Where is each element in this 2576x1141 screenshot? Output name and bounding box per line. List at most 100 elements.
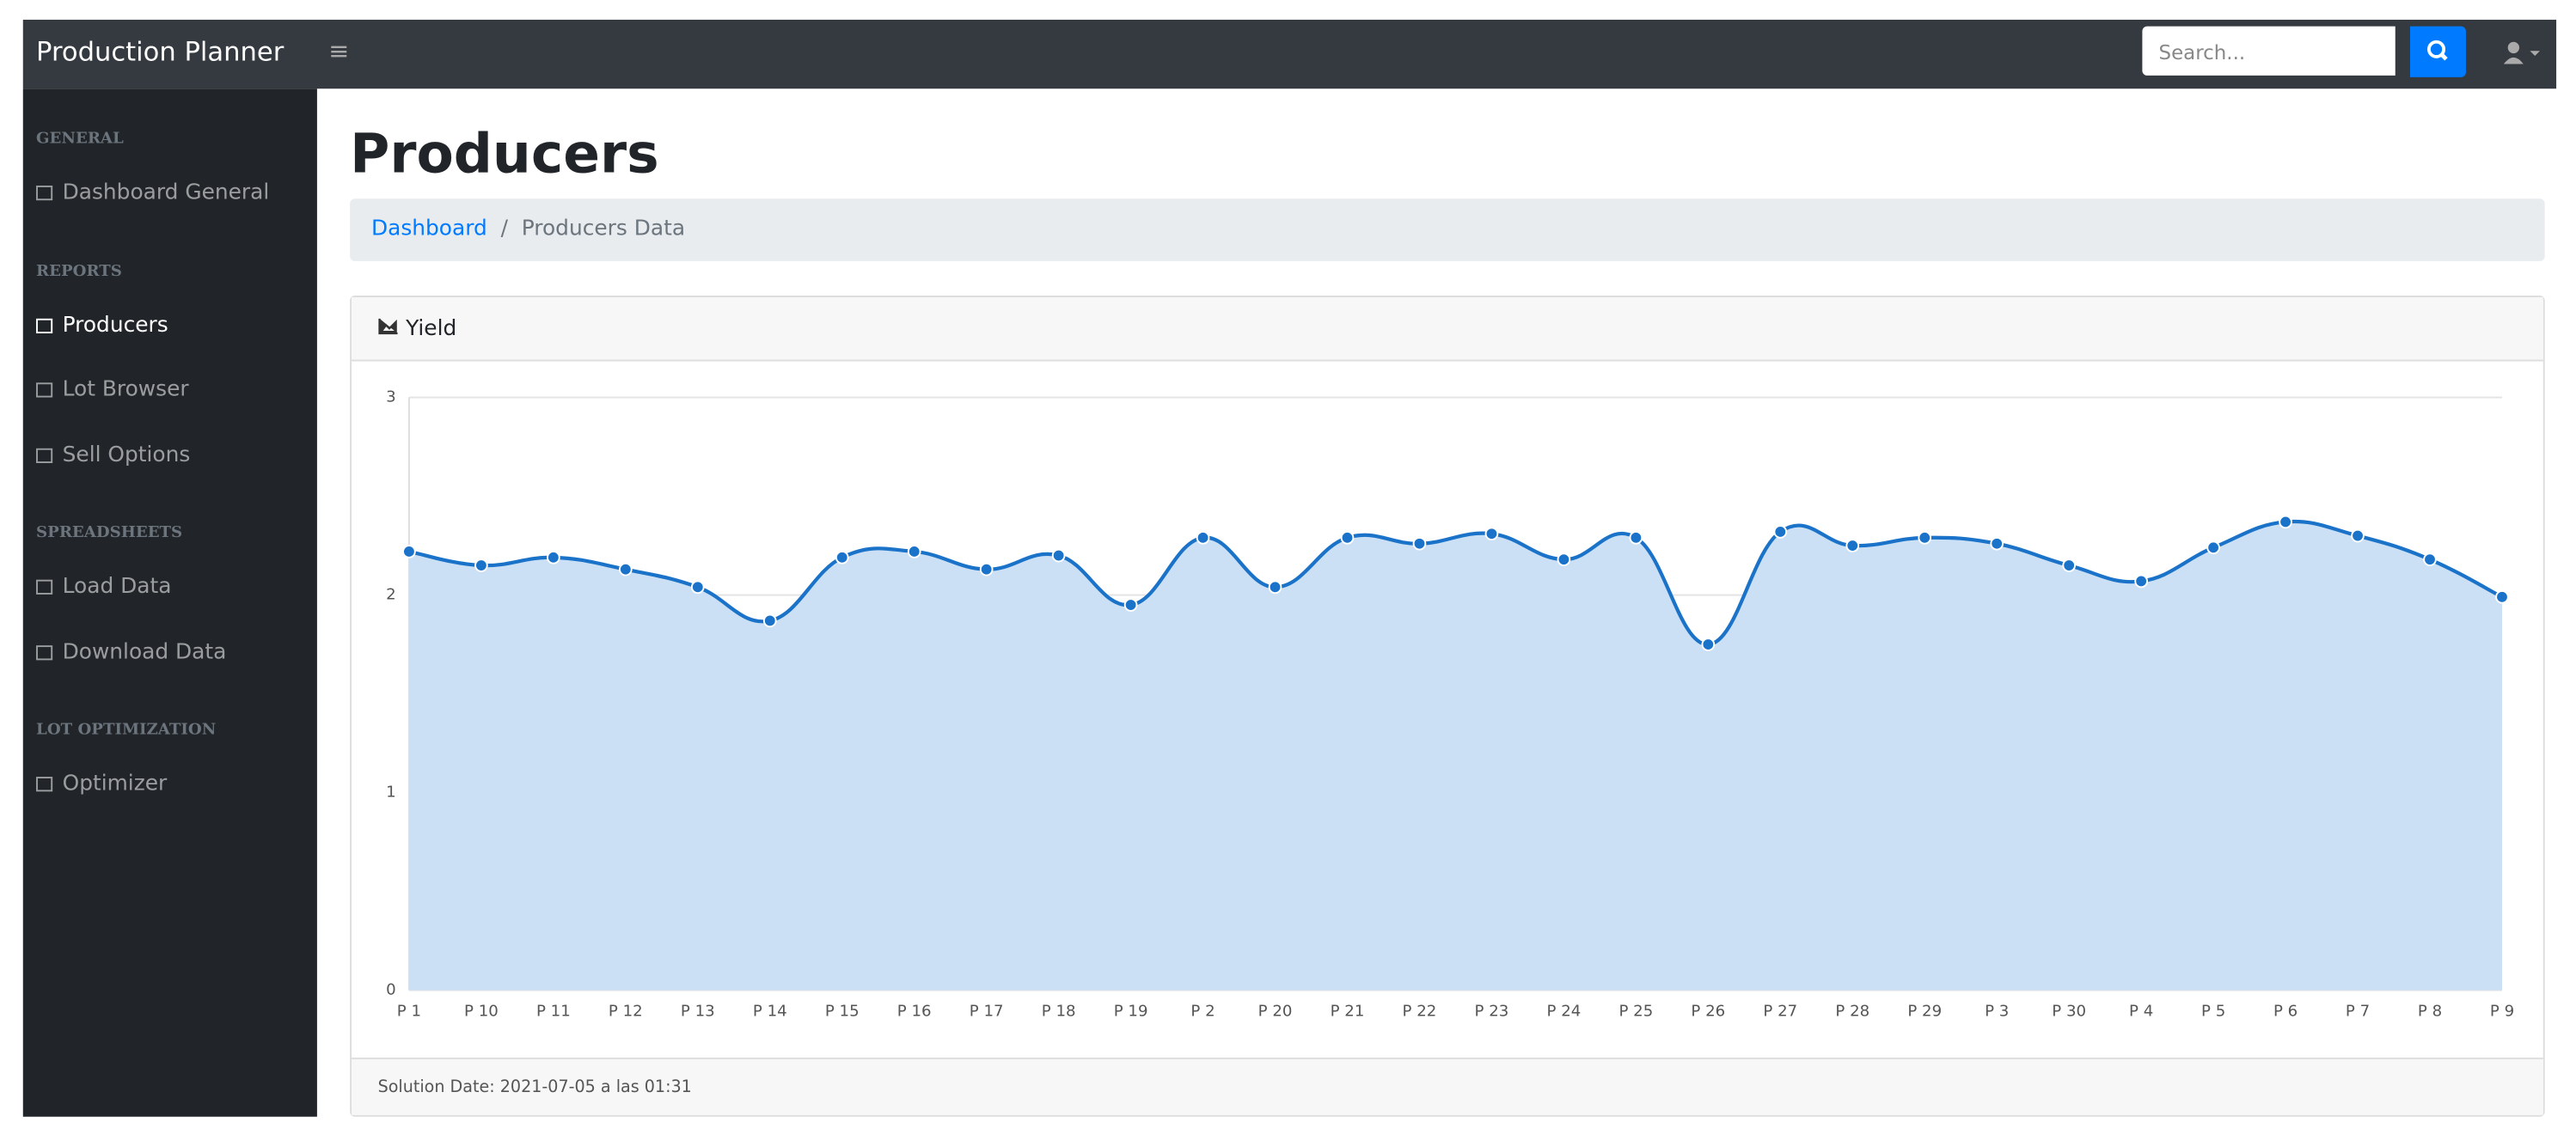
point	[690, 580, 705, 595]
search-icon	[2427, 40, 2448, 61]
x-tick-label: P 23	[1475, 1002, 1509, 1020]
sidebar-item[interactable]: Optimizer	[36, 772, 167, 796]
point	[2423, 552, 2437, 566]
x-tick-label: P 22	[1403, 1002, 1437, 1020]
point	[835, 551, 849, 564]
navbar: Production Planner ≡ Search...	[22, 19, 2557, 89]
chart-card: Yield 0 1 2 3 P 1 P 10 P 11 P 12 P 13 P 14 P 15 P 1…	[350, 296, 2545, 1117]
x-tick-label: P 29	[1907, 1002, 1942, 1020]
x-tick-label: P 13	[681, 1002, 715, 1020]
item-label: Optimizer	[62, 772, 168, 797]
sidebar-item[interactable]: Lot Browser	[36, 377, 189, 403]
x-tick-label: P 24	[1547, 1002, 1582, 1020]
x-tick-label: P 19	[1114, 1002, 1148, 1020]
x-tick-label: P 12	[609, 1002, 643, 1020]
x-tick-label: P 3	[1985, 1002, 2009, 1020]
y-tick-label: 3	[386, 388, 396, 406]
search-button[interactable]	[2409, 26, 2466, 77]
point	[1051, 548, 1066, 563]
y-tick-label: 2	[386, 586, 396, 604]
menu-toggle[interactable]: ≡	[328, 36, 350, 66]
x-tick-label: P 26	[1691, 1002, 1725, 1020]
item-icon	[36, 579, 53, 595]
x-tick-label: P 17	[970, 1002, 1004, 1020]
item-label: Dashboard General	[62, 180, 270, 205]
point	[1484, 527, 1499, 541]
item-label: Lot Browser	[62, 377, 189, 403]
sidebar-item[interactable]: Sell Options	[36, 442, 190, 467]
x-tick-label: P 10	[464, 1002, 499, 1020]
x-tick-label: P 4	[2129, 1002, 2153, 1020]
card-footer: Solution Date: 2021-07-05 a las 01:31	[352, 1057, 2543, 1115]
page-title: Producers	[350, 121, 659, 186]
x-tick-label: P 1	[397, 1002, 421, 1020]
x-tick-label: P 9	[2490, 1002, 2514, 1020]
point	[1773, 525, 1788, 539]
x-tick-label: P 30	[2052, 1002, 2086, 1020]
brand[interactable]: Production Planner	[36, 36, 285, 68]
user-menu[interactable]	[2493, 33, 2549, 76]
sidebar-heading: REPORTS	[36, 261, 122, 280]
point	[2495, 590, 2509, 604]
point	[1629, 531, 1643, 545]
x-tick-label: P 28	[1835, 1002, 1869, 1020]
item-icon	[36, 317, 53, 333]
sidebar-heading: LOT OPTIMIZATION	[36, 721, 217, 740]
point	[547, 551, 560, 564]
x-tick-label: P 16	[897, 1002, 932, 1020]
area	[408, 521, 2502, 991]
sidebar-item[interactable]: Load Data	[36, 575, 171, 600]
item-icon	[36, 644, 53, 660]
point	[618, 562, 633, 577]
x-tick-label: P 27	[1763, 1002, 1797, 1020]
x-tick-label: P 14	[753, 1002, 787, 1020]
point	[1340, 531, 1355, 545]
sidebar-item[interactable]: Dashboard General	[36, 180, 269, 205]
point	[1196, 531, 1210, 545]
y-tick-label: 0	[386, 981, 396, 999]
y-tick-label: 1	[386, 784, 396, 802]
item-label: Producers	[62, 313, 168, 338]
item-label: Sell Options	[62, 442, 191, 467]
item-icon	[36, 185, 53, 201]
chart-icon	[378, 318, 398, 335]
point	[402, 545, 416, 558]
x-tick-label: P 18	[1042, 1002, 1076, 1020]
point	[2134, 574, 2148, 589]
x-tick-label: P 6	[2273, 1002, 2298, 1020]
breadcrumb: Dashboard / Producers Data	[350, 198, 2545, 261]
sidebar-heading: SPREADSHEETS	[36, 523, 183, 542]
sidebar: GENERAL Dashboard General REPORTS Producers…	[22, 88, 317, 1117]
sidebar-item[interactable]: Producers	[36, 313, 168, 338]
search-input[interactable]: Search...	[2142, 26, 2395, 76]
sidebar-item[interactable]: Download Data	[36, 639, 226, 664]
point	[762, 613, 777, 628]
point	[1701, 638, 1716, 651]
item-icon	[36, 382, 53, 398]
point	[474, 558, 488, 572]
x-tick-label: P 5	[2201, 1002, 2225, 1020]
sidebar-heading: GENERAL	[36, 129, 124, 149]
point	[1557, 552, 1571, 566]
point	[2279, 515, 2292, 529]
point	[2351, 528, 2365, 543]
item-label: Load Data	[62, 574, 172, 600]
x-tick-label: P 25	[1618, 1002, 1653, 1020]
point	[1268, 580, 1282, 595]
card-title: Yield	[406, 316, 457, 342]
point	[1412, 536, 1427, 551]
point	[979, 562, 994, 577]
x-tick-label: P 11	[536, 1002, 571, 1020]
x-tick-label: P 20	[1258, 1002, 1293, 1020]
item-icon	[36, 447, 53, 463]
x-tick-label: P 7	[2346, 1002, 2370, 1020]
chart: 0 1 2 3 P 1 P 10 P 11 P 12 P 13 P 14 P 15 P 16 P 17 P…	[386, 388, 2514, 1021]
breadcrumb-link[interactable]: Dashboard	[370, 217, 487, 241]
breadcrumb-current: Producers Data	[521, 217, 686, 241]
point	[2062, 558, 2077, 572]
card-header: Yield	[352, 296, 2543, 362]
point	[1845, 539, 1860, 552]
point	[907, 545, 921, 558]
